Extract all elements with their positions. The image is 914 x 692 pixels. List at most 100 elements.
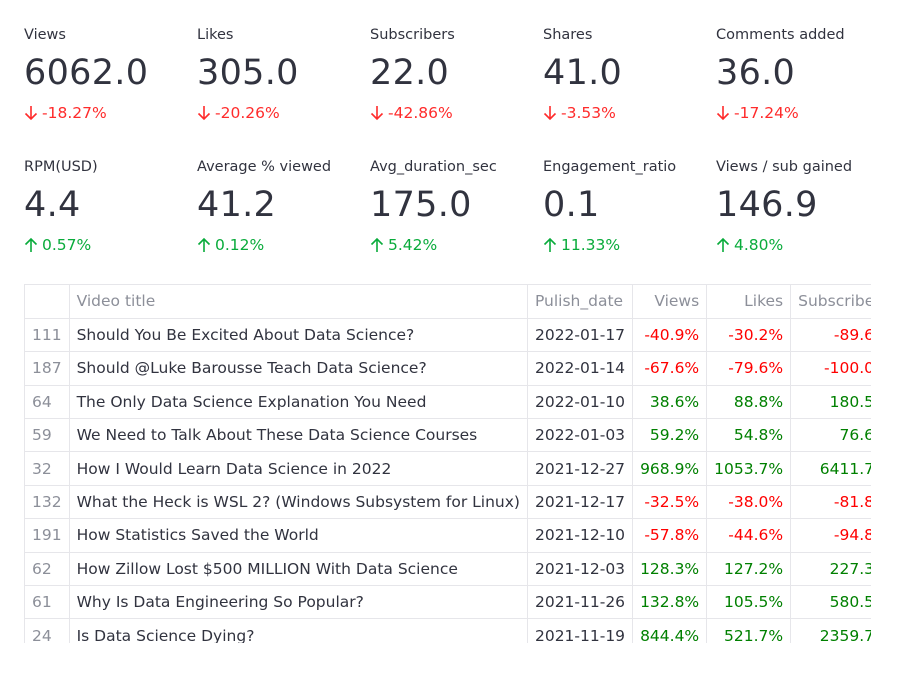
cell-subscribers[interactable]: -89.6% <box>790 318 871 353</box>
cell-video-title[interactable]: How Zillow Lost $500 MILLION With Data S… <box>69 552 528 587</box>
column-header-publish-date[interactable]: Pulish_date <box>527 285 634 319</box>
cell-publish-date[interactable]: 2022-01-10 <box>527 385 634 420</box>
metric-delta: 11.33% <box>543 234 716 256</box>
table-row[interactable]: 111 Should You Be Excited About Data Scie… <box>25 318 871 353</box>
cell-publish-date[interactable]: 2022-01-14 <box>527 351 634 386</box>
table-row[interactable]: 191 How Statistics Saved the World 2021-12… <box>25 518 871 553</box>
cell-likes[interactable]: -44.6% <box>706 518 792 553</box>
cell-likes[interactable]: 54.8% <box>706 418 792 453</box>
cell-views[interactable]: -32.5% <box>632 485 708 520</box>
cell-video-title[interactable]: Should @Luke Barousse Teach Data Science… <box>69 351 528 386</box>
cell-likes[interactable]: 521.7% <box>706 618 792 643</box>
cell-video-title[interactable]: What the Heck is WSL 2? (Windows Subsyst… <box>69 485 528 520</box>
table-row[interactable]: 132 What the Heck is WSL 2? (Windows Subs… <box>25 485 871 520</box>
metric-views-per-sub: Views / sub gained 146.9 4.80% <box>716 154 889 286</box>
column-header-subscribers[interactable]: Subscribers <box>790 285 871 319</box>
column-header-views[interactable]: Views <box>632 285 708 319</box>
table-row[interactable]: 64 The Only Data Science Explanation You … <box>25 385 871 420</box>
column-header-index[interactable] <box>25 285 70 319</box>
table-row[interactable]: 61 Why Is Data Engineering So Popular? 202… <box>25 585 871 620</box>
cell-subscribers[interactable]: 580.5% <box>790 585 871 620</box>
cell-publish-date[interactable]: 2021-11-26 <box>527 585 634 620</box>
metric-views: Views 6062.0 -18.27% <box>24 22 197 154</box>
cell-video-title[interactable]: The Only Data Science Explanation You Ne… <box>69 385 528 420</box>
table-row[interactable]: 32 How I Would Learn Data Science in 2022… <box>25 451 871 486</box>
arrow-down-icon <box>24 106 38 121</box>
metrics-row-2: RPM(USD) 4.4 0.57% Average % viewed 41.2… <box>24 154 889 286</box>
cell-likes[interactable]: 105.5% <box>706 585 792 620</box>
row-index[interactable]: 132 <box>25 485 70 520</box>
row-index[interactable]: 32 <box>25 451 70 486</box>
arrow-down-icon <box>543 106 557 121</box>
arrow-down-icon <box>716 106 730 121</box>
cell-video-title[interactable]: Is Data Science Dying? <box>69 618 528 643</box>
cell-publish-date[interactable]: 2022-01-17 <box>527 318 634 353</box>
metric-delta-value: 0.12% <box>215 236 265 254</box>
table-row[interactable]: 62 How Zillow Lost $500 MILLION With Data… <box>25 552 871 587</box>
cell-views[interactable]: -67.6% <box>632 351 708 386</box>
cell-publish-date[interactable]: 2021-12-17 <box>527 485 634 520</box>
cell-subscribers[interactable]: 6411.7% <box>790 451 871 486</box>
data-table-container[interactable]: Video title Pulish_date Views Likes Subs… <box>24 284 871 643</box>
cell-subscribers[interactable]: 180.5% <box>790 385 871 420</box>
cell-views[interactable]: 844.4% <box>632 618 708 643</box>
table-row[interactable]: 59 We Need to Talk About These Data Scien… <box>25 418 871 453</box>
cell-views[interactable]: 59.2% <box>632 418 708 453</box>
row-index[interactable]: 187 <box>25 351 70 386</box>
row-index[interactable]: 62 <box>25 552 70 587</box>
cell-views[interactable]: 128.3% <box>632 552 708 587</box>
metric-label: Subscribers <box>370 27 455 43</box>
cell-subscribers[interactable]: -100.0% <box>790 351 871 386</box>
cell-likes[interactable]: 127.2% <box>706 552 792 587</box>
metric-value: 0.1 <box>543 185 600 225</box>
cell-views[interactable]: 38.6% <box>632 385 708 420</box>
cell-publish-date[interactable]: 2021-11-19 <box>527 618 634 643</box>
row-index[interactable]: 61 <box>25 585 70 620</box>
cell-publish-date[interactable]: 2021-12-10 <box>527 518 634 553</box>
metric-value: 175.0 <box>370 185 472 225</box>
metric-delta: -18.27% <box>24 102 197 124</box>
cell-publish-date[interactable]: 2022-01-03 <box>527 418 634 453</box>
cell-likes[interactable]: 1053.7% <box>706 451 792 486</box>
cell-video-title[interactable]: How Statistics Saved the World <box>69 518 528 553</box>
metric-value: 36.0 <box>716 53 796 93</box>
cell-video-title[interactable]: Why Is Data Engineering So Popular? <box>69 585 528 620</box>
cell-likes[interactable]: -30.2% <box>706 318 792 353</box>
cell-subscribers[interactable]: -81.8% <box>790 485 871 520</box>
column-header-likes[interactable]: Likes <box>706 285 792 319</box>
metric-delta-value: -3.53% <box>561 104 616 122</box>
row-index[interactable]: 111 <box>25 318 70 353</box>
cell-views[interactable]: -40.9% <box>632 318 708 353</box>
table-row[interactable]: 187 Should @Luke Barousse Teach Data Scie… <box>25 351 871 386</box>
cell-likes[interactable]: -38.0% <box>706 485 792 520</box>
cell-subscribers[interactable]: 2359.7% <box>790 618 871 643</box>
table-row[interactable]: 24 Is Data Science Dying? 2021-11-19 844.4%… <box>25 618 871 643</box>
metric-delta: -42.86% <box>370 102 543 124</box>
cell-views[interactable]: 968.9% <box>632 451 708 486</box>
row-index[interactable]: 24 <box>25 618 70 643</box>
cell-views[interactable]: 132.8% <box>632 585 708 620</box>
column-header-video-title[interactable]: Video title <box>69 285 528 319</box>
metric-value: 146.9 <box>716 185 818 225</box>
cell-subscribers[interactable]: -94.8% <box>790 518 871 553</box>
cell-views[interactable]: -57.8% <box>632 518 708 553</box>
cell-video-title[interactable]: We Need to Talk About These Data Science… <box>69 418 528 453</box>
row-index[interactable]: 59 <box>25 418 70 453</box>
row-index[interactable]: 191 <box>25 518 70 553</box>
metric-delta-value: 4.80% <box>734 236 784 254</box>
metric-label: Avg_duration_sec <box>370 159 497 175</box>
metric-delta-value: -17.24% <box>734 104 799 122</box>
metric-delta-value: -42.86% <box>388 104 453 122</box>
metric-delta: -17.24% <box>716 102 889 124</box>
arrow-up-icon <box>543 237 557 252</box>
cell-likes[interactable]: -79.6% <box>706 351 792 386</box>
cell-video-title[interactable]: How I Would Learn Data Science in 2022 <box>69 451 528 486</box>
metric-delta-value: 5.42% <box>388 236 438 254</box>
cell-subscribers[interactable]: 76.6% <box>790 418 871 453</box>
cell-video-title[interactable]: Should You Be Excited About Data Science… <box>69 318 528 353</box>
cell-publish-date[interactable]: 2021-12-27 <box>527 451 634 486</box>
cell-subscribers[interactable]: 227.3% <box>790 552 871 587</box>
cell-likes[interactable]: 88.8% <box>706 385 792 420</box>
row-index[interactable]: 64 <box>25 385 70 420</box>
cell-publish-date[interactable]: 2021-12-03 <box>527 552 634 587</box>
